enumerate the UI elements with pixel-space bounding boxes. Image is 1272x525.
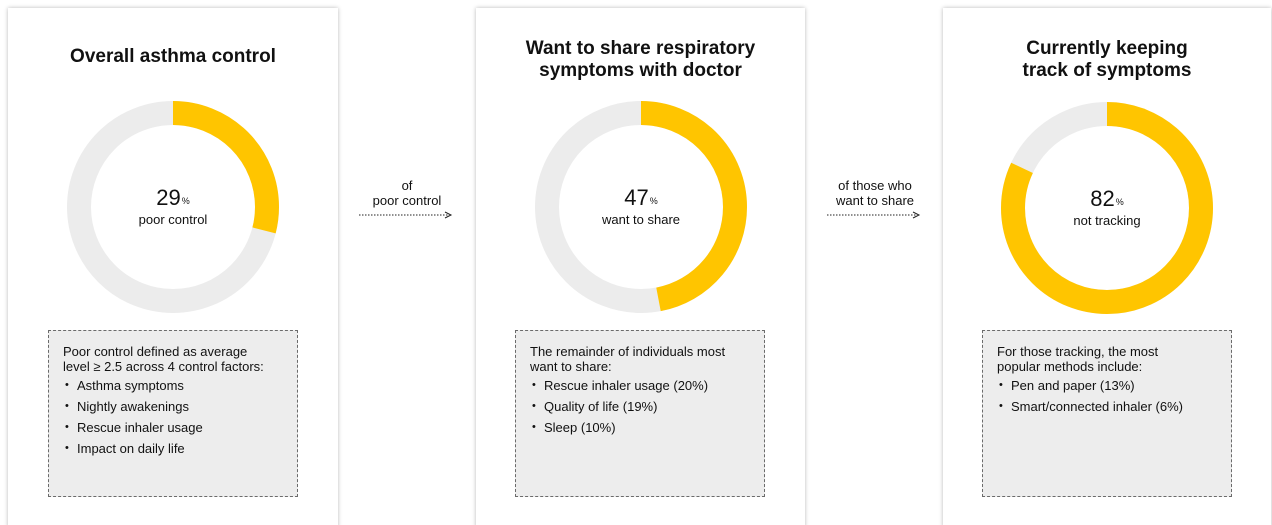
list-item: Smart/connected inhaler (6%)	[997, 399, 1217, 414]
donut-chart	[535, 101, 747, 313]
list-item: Rescue inhaler usage	[63, 420, 283, 435]
donut-segment	[1001, 102, 1213, 314]
panel-share-symptoms: Want to share respiratory symptoms with …	[476, 8, 805, 525]
panel-overall-asthma-control: Overall asthma control 29% poor control …	[8, 8, 338, 525]
list-item: Nightly awakenings	[63, 399, 283, 414]
list-item: Quality of life (19%)	[530, 399, 750, 414]
dotted-arrow-icon	[359, 211, 453, 219]
note-box: The remainder of individuals most want t…	[515, 330, 765, 497]
connector-label: of poor control	[372, 178, 442, 208]
panel-title-line: track of symptoms	[1022, 60, 1192, 81]
note-list: Pen and paper (13%) Smart/connected inha…	[997, 378, 1217, 414]
panel-title: Want to share respiratory symptoms with …	[476, 38, 805, 82]
donut-segment	[535, 101, 747, 313]
note-intro: The remainder of individuals most want t…	[530, 344, 726, 374]
list-item: Sleep (10%)	[530, 420, 750, 435]
dotted-arrow-icon	[827, 211, 921, 219]
donut-chart	[67, 101, 279, 313]
list-item: Asthma symptoms	[63, 378, 283, 393]
connector-label: of those who want to share	[835, 178, 915, 208]
note-list: Asthma symptoms Nightly awakenings Rescu…	[63, 378, 283, 456]
panel-title: Currently keeping track of symptoms	[943, 38, 1271, 82]
donut-chart	[1001, 102, 1213, 314]
panel-title-line: Want to share respiratory	[525, 38, 756, 59]
panel-title-line: Overall asthma control	[70, 46, 276, 67]
connector-poor-control: of poor control	[352, 178, 462, 219]
note-list: Rescue inhaler usage (20%) Quality of li…	[530, 378, 750, 435]
note-box: Poor control defined as average level ≥ …	[48, 330, 298, 497]
panel-title: Overall asthma control	[8, 46, 338, 68]
list-item: Impact on daily life	[63, 441, 283, 456]
note-intro: For those tracking, the most popular met…	[997, 344, 1159, 374]
donut-segment	[67, 101, 279, 313]
panel-title-line: Currently keeping	[1026, 38, 1188, 59]
note-intro: Poor control defined as average level ≥ …	[63, 344, 264, 374]
list-item: Rescue inhaler usage (20%)	[530, 378, 750, 393]
list-item: Pen and paper (13%)	[997, 378, 1217, 393]
panel-title-line: symptoms with doctor	[539, 60, 742, 81]
note-box: For those tracking, the most popular met…	[982, 330, 1232, 497]
panel-tracking-symptoms: Currently keeping track of symptoms 82% …	[943, 8, 1271, 525]
connector-want-to-share: of those who want to share	[820, 178, 930, 219]
